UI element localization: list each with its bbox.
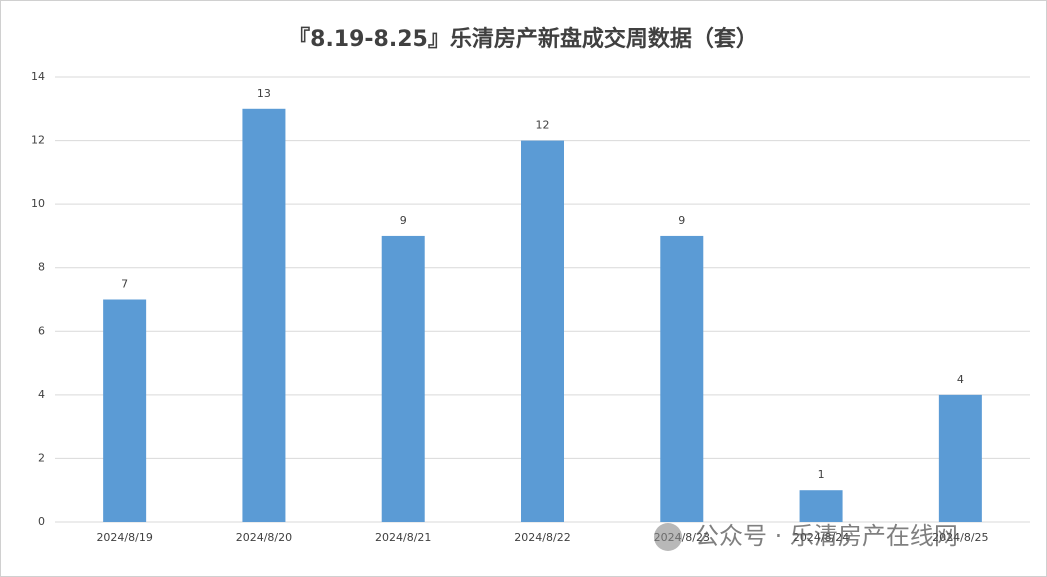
bar bbox=[938, 394, 982, 522]
x-tick-label: 2024/8/22 bbox=[514, 531, 570, 544]
data-label: 9 bbox=[400, 214, 407, 227]
bar bbox=[799, 490, 843, 522]
bar bbox=[242, 108, 286, 523]
y-tick-label: 10 bbox=[31, 197, 45, 210]
x-tick-label: 2024/8/25 bbox=[932, 531, 988, 544]
bar bbox=[521, 140, 564, 523]
y-tick-label: 8 bbox=[38, 261, 45, 274]
data-label: 12 bbox=[536, 119, 550, 132]
chart-title: 『8.19-8.25』乐清房产新盘成交周数据（套） bbox=[288, 26, 758, 52]
x-tick-label: 2024/8/20 bbox=[236, 531, 292, 544]
data-label: 1 bbox=[818, 468, 825, 481]
x-tick-label: 2024/8/24 bbox=[793, 531, 849, 544]
watermark-icon bbox=[654, 523, 682, 551]
data-label: 4 bbox=[957, 373, 964, 386]
y-tick-label: 12 bbox=[31, 134, 45, 147]
data-label: 13 bbox=[257, 87, 271, 100]
x-tick-label: 2024/8/19 bbox=[96, 531, 152, 544]
bar bbox=[103, 299, 147, 522]
y-tick-label: 2 bbox=[38, 451, 45, 464]
y-tick-label: 14 bbox=[31, 70, 45, 83]
y-tick-label: 6 bbox=[38, 324, 45, 337]
y-tick-label: 0 bbox=[38, 515, 45, 528]
y-tick-label: 4 bbox=[38, 388, 45, 401]
x-tick-label: 2024/8/21 bbox=[375, 531, 431, 544]
data-label: 7 bbox=[121, 278, 128, 291]
data-label: 9 bbox=[678, 214, 685, 227]
watermark: 公众号 · 乐清房产在线网 bbox=[695, 522, 958, 550]
bar bbox=[660, 235, 704, 522]
bar bbox=[381, 235, 425, 522]
